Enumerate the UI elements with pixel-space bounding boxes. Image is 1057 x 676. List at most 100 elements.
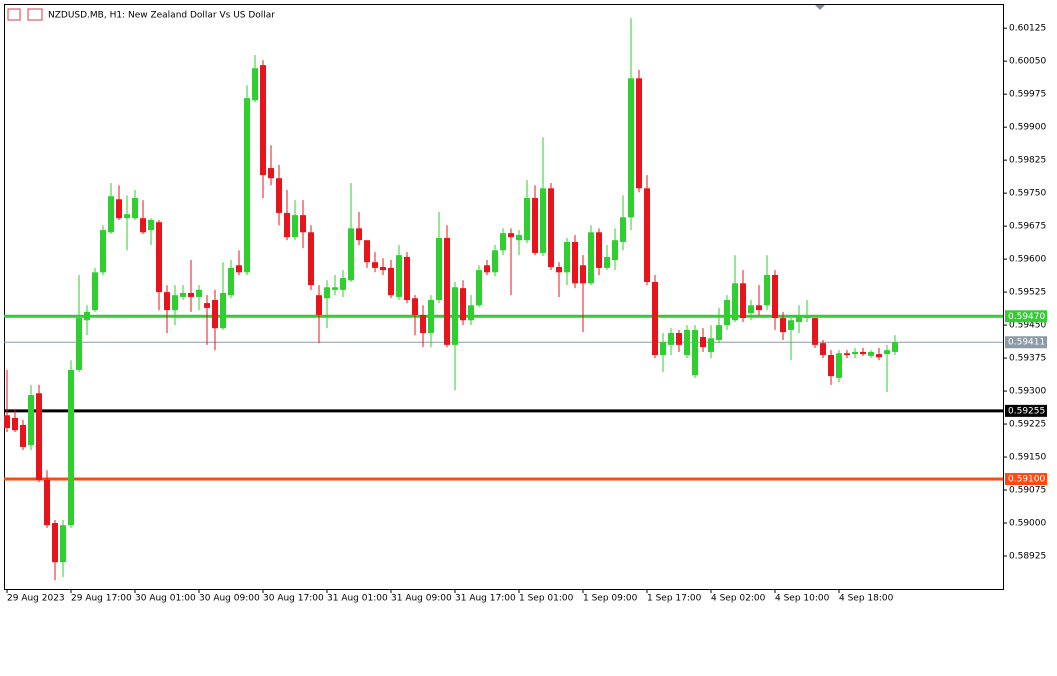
candle-body: [724, 300, 730, 326]
candle-body: [324, 287, 330, 299]
candle-body: [732, 283, 738, 321]
candle-body: [68, 369, 74, 526]
x-tick-label: 1 Sep 01:00: [519, 594, 574, 604]
x-tick-label: 4 Sep 10:00: [775, 594, 830, 604]
candle-body: [28, 395, 34, 446]
candle-body: [700, 336, 706, 348]
candle-body: [380, 267, 386, 271]
y-tick-label: 0.59075: [1009, 486, 1046, 496]
x-tick-label: 4 Sep 02:00: [711, 594, 766, 604]
candle-body: [108, 196, 114, 233]
candle-body: [372, 262, 378, 268]
x-tick-label: 31 Aug 17:00: [455, 594, 516, 604]
y-tick-label: 0.59450: [1009, 321, 1046, 331]
y-tick-label: 0.59300: [1009, 387, 1046, 397]
candle-body: [708, 338, 714, 352]
candle-body: [292, 215, 298, 238]
candle-body: [860, 351, 866, 355]
candle-body: [636, 78, 642, 189]
candle-body: [204, 303, 210, 308]
x-tick-label: 31 Aug 01:00: [327, 594, 388, 604]
candle-body: [348, 228, 354, 281]
candle-body: [540, 188, 546, 253]
candle-body: [884, 350, 890, 355]
candle-body: [892, 342, 898, 352]
x-tick-label: 4 Sep 18:00: [839, 594, 894, 604]
candle-body: [44, 479, 50, 526]
x-tick-label: 30 Aug 17:00: [263, 594, 324, 604]
candle-body: [684, 329, 690, 355]
candle-body: [660, 342, 666, 355]
candle-body: [92, 272, 98, 311]
candle-body: [812, 318, 818, 345]
candle-body: [652, 281, 658, 355]
candle-body: [388, 267, 394, 296]
candle-body: [316, 295, 322, 315]
candle-body: [4, 415, 10, 429]
candle-body: [740, 283, 746, 319]
x-tick-label: 1 Sep 09:00: [583, 594, 638, 604]
level-label: 0.59255: [1008, 406, 1045, 416]
candle-body: [180, 292, 186, 297]
candle-body: [100, 230, 106, 273]
icon: [7, 8, 21, 21]
candle-body: [60, 525, 66, 563]
candle-body: [140, 218, 146, 233]
candle-body: [508, 233, 514, 238]
candle-body: [564, 241, 570, 273]
candle-body: [532, 197, 538, 253]
candle-body: [84, 311, 90, 321]
candle-body: [764, 274, 770, 306]
candle-body: [444, 238, 450, 345]
level-label-box: [1005, 473, 1047, 486]
candle-body: [676, 333, 682, 345]
candle-body: [276, 178, 282, 213]
candle-body: [260, 65, 266, 176]
candle-body: [308, 232, 314, 286]
candle-body: [868, 351, 874, 356]
candle-body: [52, 523, 58, 563]
candle-body: [596, 232, 602, 268]
candle-body: [796, 314, 802, 323]
candle-body: [252, 68, 258, 101]
x-tick-label: 29 Aug 2023: [7, 594, 65, 604]
candle-body: [452, 287, 458, 345]
candle-body: [132, 197, 138, 219]
candle-body: [788, 320, 794, 330]
x-tick-label: 30 Aug 09:00: [199, 594, 260, 604]
candle-body: [340, 278, 346, 290]
y-tick-label: 0.59750: [1009, 189, 1046, 199]
candle-body: [588, 232, 594, 284]
level-label-box: [1005, 404, 1047, 417]
candle-body: [572, 241, 578, 284]
candle-body: [484, 265, 490, 273]
candle-body: [12, 417, 18, 431]
candle-body: [516, 234, 522, 241]
chart-title: NZDUSD.MB, H1: New Zealand Dollar Vs US …: [48, 11, 275, 21]
candle-body: [412, 298, 418, 315]
candle-body: [748, 305, 754, 314]
candle-body: [476, 270, 482, 306]
candle-body: [644, 188, 650, 282]
y-tick-label: 0.59600: [1009, 255, 1046, 265]
y-tick-label: 0.60125: [1009, 24, 1046, 34]
candle-body: [212, 300, 218, 329]
candle-body: [428, 300, 434, 334]
y-tick-label: 0.59150: [1009, 453, 1046, 463]
candle-body: [36, 393, 42, 480]
candle-body: [356, 228, 362, 241]
y-tick-label: 0.58925: [1009, 552, 1046, 562]
candle-body: [164, 292, 170, 311]
candle-body: [188, 292, 194, 297]
candle-body: [228, 267, 234, 296]
candle-body: [836, 353, 842, 378]
level-label: 0.59411: [1008, 338, 1045, 348]
plot-frame: [4, 4, 1004, 590]
candle-body: [244, 98, 250, 273]
y-tick-label: 0.59900: [1009, 123, 1046, 133]
candle-body: [172, 295, 178, 311]
candle-body: [604, 256, 610, 268]
y-tick-label: 0.59000: [1009, 519, 1046, 529]
candle-body: [420, 314, 426, 334]
